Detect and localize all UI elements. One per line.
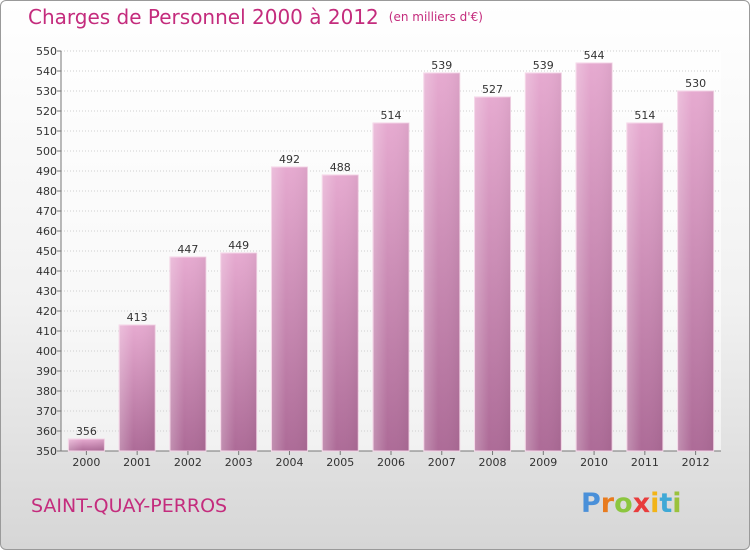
y-tick-label: 510 <box>36 125 57 138</box>
data-label: 413 <box>127 311 148 324</box>
bar-shine <box>119 325 156 451</box>
bar-shine <box>373 123 409 451</box>
x-tick-label: 2007 <box>428 456 456 469</box>
y-tick-label: 360 <box>36 425 57 438</box>
logo-letter: P <box>581 488 601 519</box>
y-tick-label: 440 <box>36 265 57 278</box>
logo-letter: t <box>659 488 673 519</box>
y-tick-label: 410 <box>36 325 57 338</box>
data-label: 492 <box>279 153 300 166</box>
y-tick-label: 430 <box>36 285 57 298</box>
x-tick-label: 2008 <box>479 456 507 469</box>
y-tick-label: 500 <box>36 145 57 158</box>
y-tick-label: 420 <box>36 305 57 318</box>
commune-name: SAINT-QUAY-PERROS <box>31 495 228 517</box>
y-tick-label: 390 <box>36 365 57 378</box>
x-tick-label: 2012 <box>682 456 710 469</box>
x-tick-label: 2010 <box>580 456 608 469</box>
bar-shine <box>322 175 359 451</box>
data-label: 514 <box>634 109 655 122</box>
y-tick-label: 380 <box>36 385 57 398</box>
bar-shine <box>576 63 613 451</box>
y-tick-label: 450 <box>36 245 57 258</box>
logo-letter: i <box>672 488 682 519</box>
logo-letter: x <box>632 488 651 519</box>
bar-shine <box>525 73 562 451</box>
y-tick-label: 350 <box>36 445 57 458</box>
y-tick-label: 520 <box>36 105 57 118</box>
data-label: 544 <box>584 49 605 62</box>
data-label: 447 <box>177 243 198 256</box>
x-tick-label: 2003 <box>225 456 253 469</box>
logo-letter: i <box>650 488 660 519</box>
proxiti-logo: Proxiti <box>581 488 682 519</box>
y-tick-label: 460 <box>36 225 57 238</box>
data-label: 488 <box>330 161 351 174</box>
x-tick-label: 2011 <box>631 456 659 469</box>
chart-title-text: Charges de Personnel 2000 à 2012 <box>28 5 379 29</box>
y-tick-label: 540 <box>36 65 57 78</box>
x-tick-label: 2000 <box>72 456 100 469</box>
logo-letter: r <box>600 488 615 519</box>
chart-title: Charges de Personnel 2000 à 2012 (en mill… <box>28 5 483 29</box>
data-label: 356 <box>76 425 97 438</box>
data-label: 449 <box>228 239 249 252</box>
y-tick-label: 480 <box>36 185 57 198</box>
bar-shine <box>169 257 206 451</box>
data-label: 539 <box>533 59 554 72</box>
data-label: 530 <box>685 77 706 90</box>
bar-shine <box>423 73 460 451</box>
x-tick-label: 2001 <box>123 456 151 469</box>
bar-shine <box>677 91 714 451</box>
x-tick-label: 2009 <box>529 456 557 469</box>
x-tick-label: 2005 <box>326 456 354 469</box>
data-label: 539 <box>431 59 452 72</box>
data-label: 514 <box>381 109 402 122</box>
x-tick-label: 2004 <box>275 456 303 469</box>
bar-shine <box>474 97 511 451</box>
bar-shine <box>626 123 663 451</box>
y-tick-label: 490 <box>36 165 57 178</box>
data-label: 527 <box>482 83 503 96</box>
logo-letter: o <box>614 488 633 519</box>
bar-shine <box>271 167 308 451</box>
x-tick-label: 2006 <box>377 456 405 469</box>
bar-shine <box>220 253 257 451</box>
y-tick-label: 550 <box>36 45 57 58</box>
bar-shine <box>68 439 105 451</box>
chart-subtitle: (en milliers d'€) <box>388 10 483 24</box>
x-tick-label: 2002 <box>174 456 202 469</box>
y-tick-label: 400 <box>36 345 57 358</box>
y-tick-label: 370 <box>36 405 57 418</box>
y-tick-label: 470 <box>36 205 57 218</box>
y-tick-label: 530 <box>36 85 57 98</box>
